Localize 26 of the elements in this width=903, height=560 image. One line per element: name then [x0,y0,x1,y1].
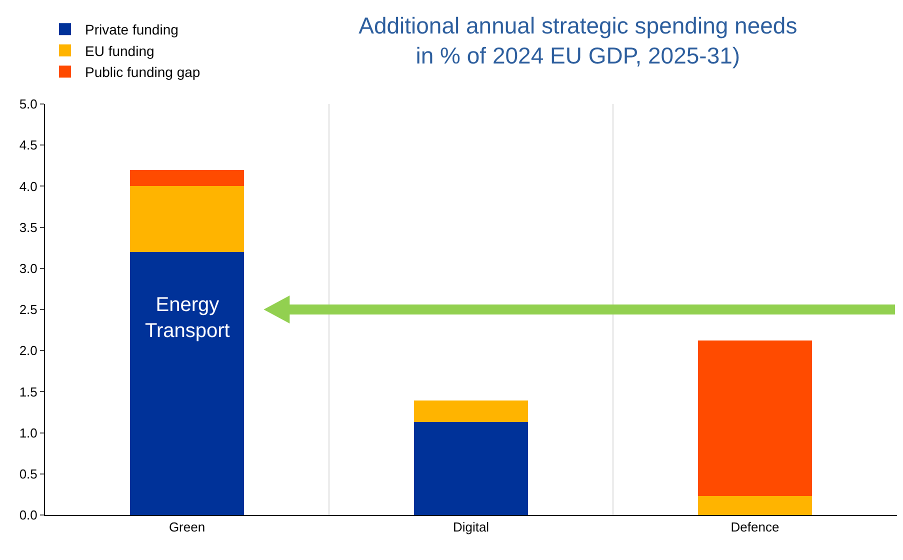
y-tick-label: 2.0 [19,343,38,358]
x-tick-label: Digital [452,520,490,535]
y-tick-label: 4.0 [19,178,38,194]
bar [414,422,528,515]
y-tick-label: 1.0 [19,425,38,440]
y-tick-label: 4.5 [19,138,38,153]
bar [414,400,528,422]
y-tick-label: 5.0 [19,96,38,112]
y-tick-label: 1.5 [19,384,38,400]
y-tick-label: 0.0 [19,508,38,523]
y-tick-label: 0.5 [19,466,38,482]
legend-label: Public funding gap [85,64,200,80]
chart-title: Additional annual strategic spending needs in % of 2024 EU GDP, 2025-31) [358,12,798,68]
bar [130,252,244,515]
annotation: Energy Transport [145,294,230,342]
bar [698,340,812,496]
bar [698,496,812,515]
y-tick-label: 3.0 [19,260,38,276]
bar [130,170,244,186]
bar [130,186,244,252]
x-tick-label: Defence [730,520,780,535]
legend-label: Private funding [85,22,178,38]
y-tick-label: 3.5 [19,220,38,235]
y-tick-label: 2.5 [19,302,38,318]
x-tick-label: Green [168,520,206,535]
legend-label: EU funding [85,42,154,59]
